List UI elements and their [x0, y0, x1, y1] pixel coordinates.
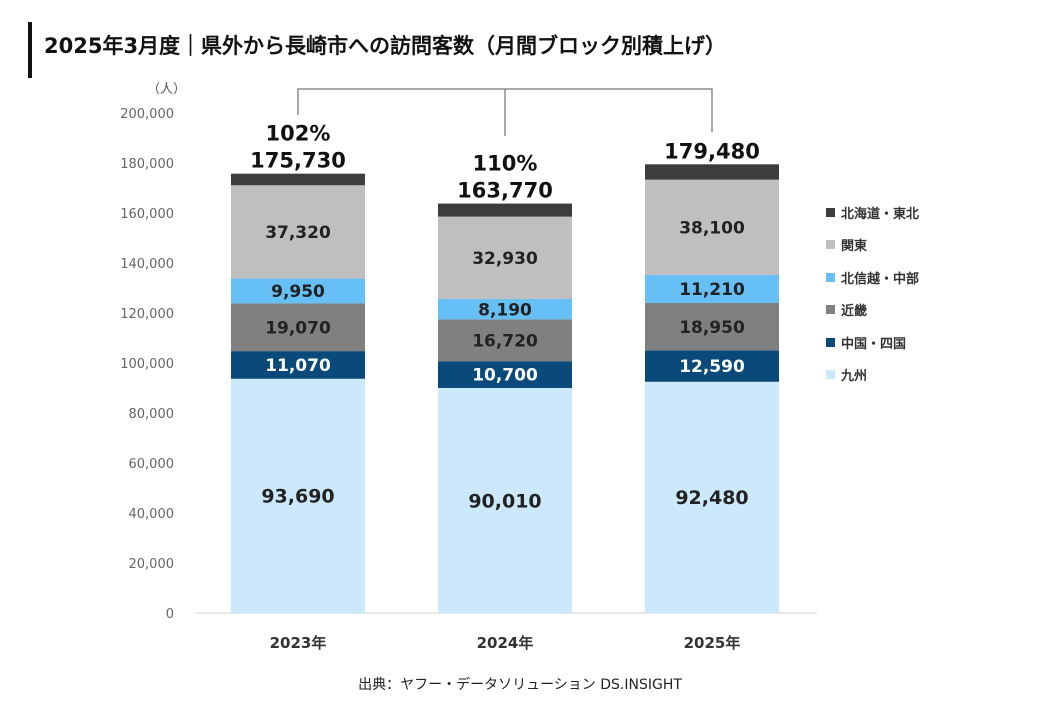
legend-swatch	[826, 370, 835, 380]
y-tick-label: 160,000	[120, 207, 174, 222]
legend-label: 近畿	[841, 304, 868, 320]
y-axis-unit-label: （人）	[147, 82, 187, 97]
source-note: 出典：ヤフー・データソリューション DS.INSIGHT	[358, 677, 682, 693]
bar-segment	[645, 164, 779, 180]
growth-pct-label: 102%	[266, 122, 331, 146]
x-category-label: 2025年	[684, 634, 741, 652]
data-label: 32,930	[472, 249, 538, 269]
bar-segment	[645, 179, 779, 275]
total-label: 163,770	[457, 179, 553, 203]
legend-label: 中国・四国	[841, 336, 907, 352]
data-label: 19,070	[265, 318, 331, 338]
y-tick-label: 100,000	[120, 357, 174, 372]
chart-legend: 北海道・東北 関東北信越・中部 近畿中国・四国九州	[826, 196, 919, 391]
data-label: 9,950	[271, 282, 325, 302]
y-tick-label: 140,000	[120, 257, 174, 272]
legend-swatch	[826, 207, 835, 217]
bar-segment	[231, 185, 365, 279]
legend-item: 北信越・中部	[826, 261, 919, 294]
legend-item: 近畿	[826, 294, 919, 327]
legend-item: 関東	[826, 229, 919, 262]
data-label: 93,690	[261, 486, 334, 508]
legend-swatch	[826, 305, 835, 315]
y-tick-label: 20,000	[129, 557, 175, 572]
bar-segment	[438, 361, 572, 388]
data-label: 8,190	[478, 300, 532, 320]
data-label: 16,720	[472, 331, 538, 351]
bar-segment	[231, 351, 365, 379]
data-label: 18,950	[679, 318, 745, 338]
data-label: 11,210	[679, 280, 745, 300]
x-category-label: 2024年	[477, 634, 534, 652]
title-accent-bar	[28, 22, 32, 78]
bar-segment	[645, 274, 779, 303]
chart-title: 2025年3月度｜県外から長崎市への訪問客数（月間ブロック別積上げ）	[44, 34, 727, 58]
bar-segment	[438, 298, 572, 320]
y-tick-label: 80,000	[129, 407, 175, 422]
legend-label: 北海道・東北	[841, 206, 920, 222]
y-tick-label: 60,000	[129, 457, 175, 472]
y-tick-label: 180,000	[120, 157, 174, 172]
legend-item: 中国・四国	[826, 326, 919, 359]
data-label: 12,590	[679, 357, 745, 377]
data-label: 90,010	[468, 490, 541, 512]
y-tick-label: 200,000	[120, 107, 174, 122]
bar-segment	[438, 216, 572, 299]
data-label: 37,320	[265, 223, 331, 243]
bar-segment	[645, 381, 779, 613]
growth-pct-label: 110%	[473, 152, 538, 176]
x-category-label: 2023年	[270, 634, 327, 652]
bar-segment	[231, 303, 365, 352]
bar-segment	[231, 278, 365, 304]
bar-segment	[231, 173, 365, 186]
bar-segment	[438, 319, 572, 362]
bar-segment	[645, 302, 779, 351]
bar-segment	[438, 387, 572, 613]
data-label: 38,100	[679, 218, 745, 238]
y-tick-label: 120,000	[120, 307, 174, 322]
total-label: 175,730	[250, 149, 346, 173]
data-label: 10,700	[472, 366, 538, 386]
legend-swatch	[826, 272, 835, 282]
legend-swatch	[826, 337, 835, 347]
legend-item: 北海道・東北	[826, 196, 919, 229]
bar-segment	[645, 350, 779, 382]
legend-item: 九州	[826, 359, 919, 392]
bar-segment	[231, 378, 365, 613]
total-label: 179,480	[664, 139, 760, 163]
data-label: 92,480	[675, 487, 748, 509]
data-label: 11,070	[265, 356, 331, 376]
legend-label: 九州	[841, 369, 868, 385]
bar-segment	[438, 203, 572, 217]
y-tick-label: 40,000	[129, 507, 175, 522]
legend-label: 関東	[841, 239, 868, 255]
legend-swatch	[826, 240, 835, 250]
y-tick-label: 0	[166, 607, 174, 622]
legend-label: 北信越・中部	[841, 271, 920, 287]
